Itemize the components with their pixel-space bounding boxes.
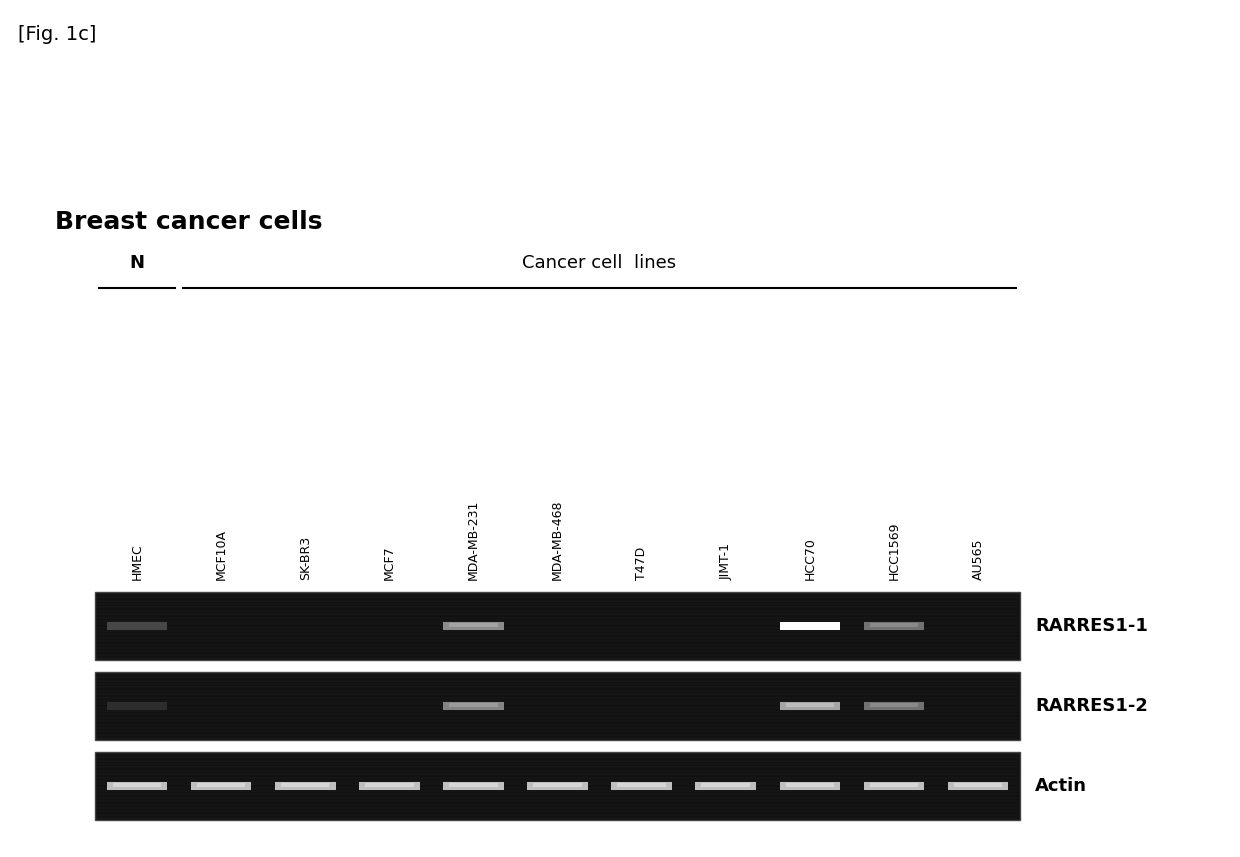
Bar bbox=[618, 783, 666, 788]
Bar bbox=[443, 622, 503, 630]
Bar bbox=[786, 623, 835, 627]
Bar bbox=[869, 783, 918, 788]
Text: MDA-MB-231: MDA-MB-231 bbox=[467, 500, 480, 580]
Bar bbox=[449, 623, 497, 627]
Bar bbox=[533, 783, 582, 788]
Bar bbox=[696, 782, 756, 790]
Text: [Fig. 1c]: [Fig. 1c] bbox=[19, 25, 97, 44]
Text: HMEC: HMEC bbox=[130, 543, 144, 580]
Bar bbox=[780, 782, 839, 790]
Bar bbox=[863, 782, 924, 790]
Bar bbox=[449, 704, 497, 707]
Bar bbox=[443, 702, 503, 710]
Text: MCF7: MCF7 bbox=[383, 545, 396, 580]
Bar bbox=[786, 783, 835, 788]
Text: SK-BR3: SK-BR3 bbox=[299, 536, 311, 580]
Text: T47D: T47D bbox=[635, 547, 649, 580]
Text: MDA-MB-468: MDA-MB-468 bbox=[551, 500, 564, 580]
Bar bbox=[869, 623, 918, 627]
Bar bbox=[95, 672, 1021, 740]
Text: MCF10A: MCF10A bbox=[215, 529, 228, 580]
Text: RARRES1-2: RARRES1-2 bbox=[1035, 697, 1148, 715]
Bar bbox=[527, 782, 588, 790]
Bar bbox=[107, 782, 167, 790]
Text: AU565: AU565 bbox=[971, 538, 985, 580]
Bar bbox=[197, 783, 246, 788]
Bar bbox=[863, 622, 924, 630]
Bar bbox=[191, 782, 252, 790]
Bar bbox=[443, 782, 503, 790]
Bar bbox=[449, 783, 497, 788]
Bar bbox=[95, 592, 1021, 660]
Bar bbox=[780, 622, 839, 630]
Text: HCC1569: HCC1569 bbox=[888, 522, 900, 580]
Text: Actin: Actin bbox=[1035, 777, 1087, 795]
Bar bbox=[947, 782, 1008, 790]
Bar bbox=[360, 782, 419, 790]
Text: JIMT-1: JIMT-1 bbox=[719, 543, 732, 580]
Bar bbox=[611, 782, 672, 790]
Bar bbox=[863, 702, 924, 710]
Text: Breast cancer cells: Breast cancer cells bbox=[55, 210, 322, 234]
Bar bbox=[365, 783, 413, 788]
Bar bbox=[275, 782, 336, 790]
Bar bbox=[702, 783, 750, 788]
Bar bbox=[281, 783, 330, 788]
Bar bbox=[869, 704, 918, 707]
Bar bbox=[113, 783, 161, 788]
Text: N: N bbox=[129, 254, 145, 272]
Text: RARRES1-1: RARRES1-1 bbox=[1035, 617, 1148, 635]
Text: Cancer cell  lines: Cancer cell lines bbox=[522, 254, 677, 272]
Bar bbox=[954, 783, 1002, 788]
Bar bbox=[780, 702, 839, 710]
Bar bbox=[786, 704, 835, 707]
Bar bbox=[107, 702, 167, 710]
Bar bbox=[95, 752, 1021, 820]
Text: HCC70: HCC70 bbox=[804, 537, 816, 580]
Bar bbox=[107, 622, 167, 630]
